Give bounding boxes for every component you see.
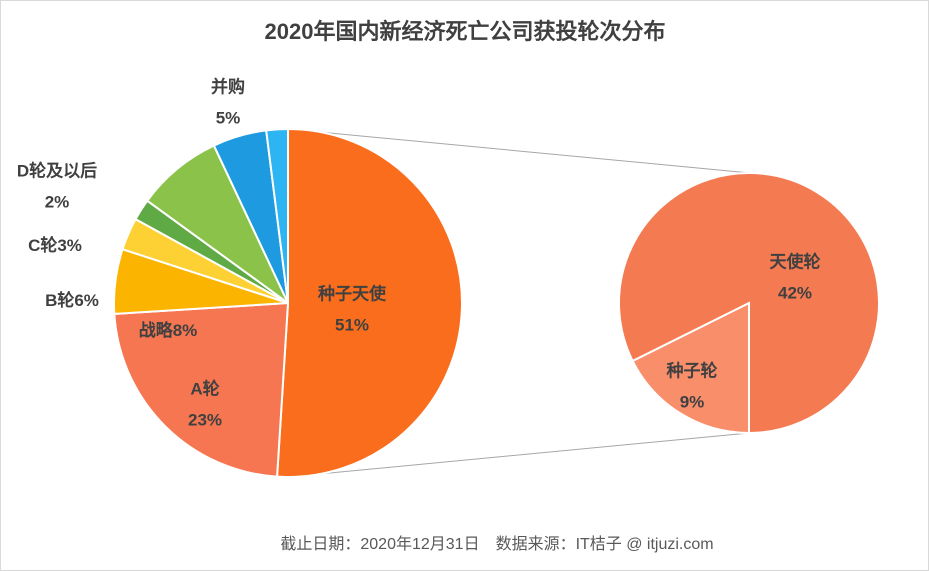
data-label: B轮6%: [45, 290, 99, 310]
category-label: A轮: [190, 378, 219, 398]
pie-slice: [618, 172, 880, 435]
category-label: D轮及以后: [17, 160, 97, 180]
connector-line: [287, 128, 751, 174]
pie-slice: [631, 301, 750, 435]
value-label: 42%: [778, 283, 812, 302]
connector-line: [287, 432, 750, 478]
category-label: C轮: [28, 235, 57, 255]
pie-slice: [113, 301, 290, 478]
value-label: 5%: [216, 108, 241, 127]
chart-title: 2020年国内新经济死亡公司获投轮次分布: [265, 19, 666, 44]
category-label: 种子天使: [317, 283, 387, 303]
value-label: 23%: [188, 410, 222, 429]
pie-slice: [276, 127, 463, 478]
value-label: 3%: [57, 236, 82, 255]
value-label: 51%: [335, 315, 369, 334]
category-label: 种子轮: [666, 360, 718, 380]
category-label: 天使轮: [770, 251, 821, 271]
category-label: 战略: [139, 320, 174, 340]
category-label: 并购: [211, 76, 245, 96]
pie-slice: [265, 127, 289, 304]
value-label: 6%: [74, 291, 99, 310]
data-label: C轮3%: [28, 235, 82, 255]
value-label: 2%: [45, 192, 70, 211]
value-label: 9%: [680, 392, 705, 411]
value-label: 8%: [173, 321, 198, 340]
category-label: B轮: [45, 290, 74, 310]
footer: 截止日期：2020年12月31日 数据来源：IT桔子 @ itjuzi.com: [280, 535, 713, 553]
data-label: 战略8%: [139, 320, 198, 340]
